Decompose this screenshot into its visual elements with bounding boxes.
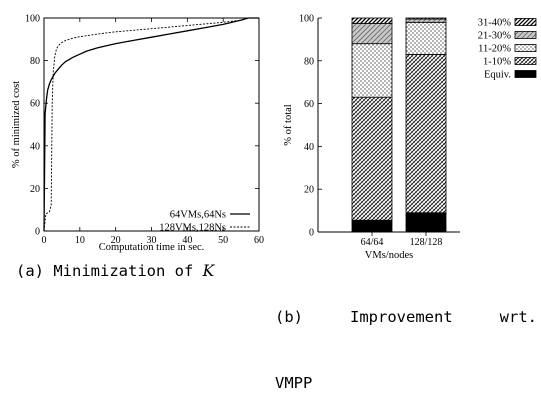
caption-b-word1: Improvement [350, 308, 453, 326]
chart-b-y-tick-label: 40 [304, 142, 314, 153]
chart-a-y-tick-label: 80 [30, 56, 40, 67]
chart-b-legend-label: 21-30% [478, 31, 511, 42]
chart-b-y-tick-label: 20 [304, 185, 314, 196]
chart-b-y-tick-label: 80 [304, 56, 314, 67]
chart-b-legend-swatch [514, 57, 537, 65]
chart-b-bar-segment-64/64-11-20% [351, 43, 393, 98]
chart-b-y-tick-label: 100 [299, 14, 314, 25]
chart-b-legend-label: 11-20% [478, 44, 511, 55]
caption-b-line2: VMPP [275, 374, 313, 392]
chart-b-bar-segment-64/64-Equiv. [351, 219, 393, 233]
chart-b-legend: 31-40% 21-30% 11-20% 1-10% Equiv. [478, 18, 537, 81]
caption-a-symbol: K [202, 262, 215, 280]
chart-a-x-tick-label: 20 [111, 235, 121, 246]
chart-b-bar-segment-128/128-Equiv. [405, 212, 447, 233]
caption-b-word2: wrt. [499, 308, 537, 326]
chart-b-bar-segment-128/128-11-20% [405, 21, 447, 55]
chart-b-legend-label: 1-10% [483, 57, 511, 68]
caption-b-line1: (b) Improvement wrt. [275, 306, 537, 328]
chart-a-ticks: 0 10 20 30 40 50 60 0 20 40 60 80 100 [25, 14, 264, 247]
chart-a-y-axis-title: % of minimized cost [11, 81, 22, 168]
chart-a-series [43, 17, 259, 232]
chart-a-legend: 64VMs,64Ns 128VMs,128Ns [159, 210, 250, 234]
chart-b-bar-segment-128/128-21-30% [405, 18, 447, 23]
chart-b-y-axis-title: % of total [283, 104, 294, 145]
chart-b-x-tick-label: 128/128 [410, 237, 443, 248]
chart-b-x-tick-label: 64/64 [361, 237, 384, 248]
chart-a-x-axis-title: Computation time in sec. [99, 242, 205, 253]
caption-b-label: (b) [275, 308, 303, 326]
chart-b-legend-label: 31-40% [478, 18, 511, 29]
chart-a-minimization: 0 10 20 30 40 50 60 0 20 40 60 80 100 64VMs,64Ns 128V… [11, 14, 264, 254]
chart-a-x-tick-label: 0 [42, 235, 47, 246]
chart-a-x-tick-label: 40 [182, 235, 192, 246]
chart-b-legend-swatch [514, 31, 537, 39]
chart-b-improvement: 0 20 40 60 80 100 64/64 128/128 31-40% 21-30% 11-… [283, 14, 537, 261]
chart-a-legend-label-2: 128VMs,128Ns [159, 223, 226, 234]
figure-canvas: 0 10 20 30 40 50 60 0 20 40 60 80 100 64VMs,64Ns 128V… [11, 14, 537, 261]
caption-a: (a) Minimization of K [16, 262, 214, 280]
chart-b-bar-segment-128/128-31-40% [405, 17, 447, 20]
chart-a-y-tick-label: 20 [30, 184, 40, 195]
chart-a-legend-label-1: 64VMs,64Ns [170, 210, 226, 221]
chart-a-plot-frame [43, 17, 260, 232]
chart-b-legend-swatch [514, 70, 537, 78]
chart-a-y-tick-label: 0 [35, 227, 40, 238]
chart-b-y-tick-label: 0 [309, 228, 314, 239]
chart-a-y-tick-label: 40 [30, 141, 40, 152]
chart-a-y-tick-label: 60 [30, 99, 40, 110]
chart-b-bar-segment-64/64-21-30% [351, 22, 393, 45]
chart-b-ticks: 0 20 40 60 80 100 64/64 128/128 [299, 14, 442, 249]
chart-a-x-tick-label: 50 [218, 235, 228, 246]
chart-b-x-axis-title: VMs/nodes [365, 250, 413, 261]
chart-b-legend-label: Equiv. [484, 70, 511, 81]
chart-a-x-tick-label: 60 [254, 235, 264, 246]
caption-a-text: (a) Minimization of [16, 262, 203, 280]
chart-b-legend-swatch [514, 18, 537, 26]
chart-b-bar-segment-128/128-1-10% [405, 53, 447, 214]
chart-a-x-tick-label: 30 [147, 235, 157, 246]
chart-a-y-tick-label: 100 [25, 14, 40, 25]
chart-a-x-tick-label: 10 [75, 235, 85, 246]
chart-b-legend-swatch [514, 44, 537, 52]
chart-b-y-tick-label: 60 [304, 99, 314, 110]
chart-b-bar-segment-64/64-1-10% [351, 96, 393, 221]
chart-a-series-line-2 [43, 17, 259, 232]
chart-b-bar-segment-64/64-31-40% [351, 17, 393, 24]
chart-b-bars [351, 17, 447, 233]
chart-a-series-line-1 [43, 17, 259, 232]
caption-b: (b) Improvement wrt. VMPP [275, 262, 537, 416]
